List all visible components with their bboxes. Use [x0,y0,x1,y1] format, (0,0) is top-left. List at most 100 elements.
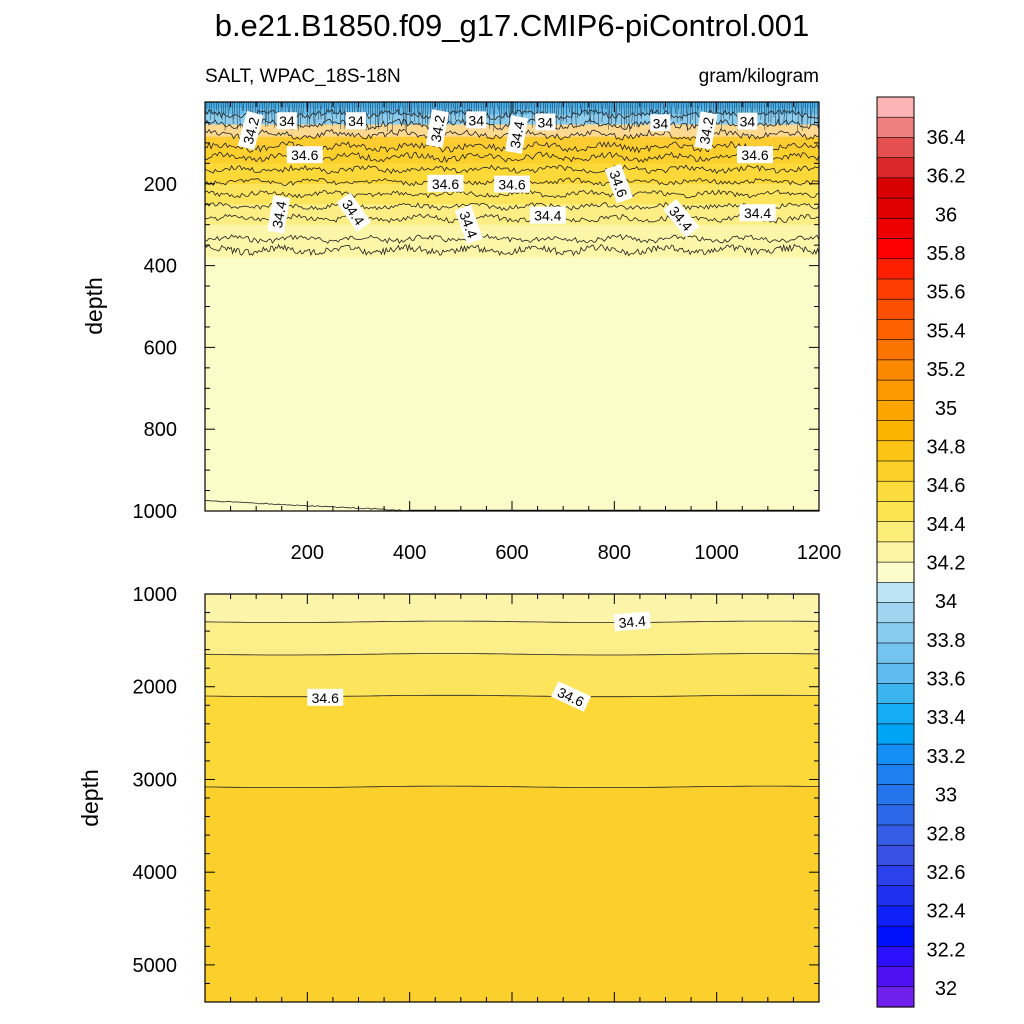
contour-label: 34.6 [286,146,323,164]
contour-label: 34 [535,113,556,131]
upper-contour-striation [816,102,819,128]
contour-label-text: 34.6 [312,690,339,706]
upper-contour-striation [801,102,804,125]
upper-contour-striation [811,102,813,119]
colorbar-swatch [876,622,915,644]
upper-contour-striation [670,102,673,120]
x-tick-label: 200 [291,542,324,564]
colorbar-swatch [876,804,915,826]
lower-fill-band [205,696,819,787]
upper-contour-striation [319,102,322,120]
upper-contour-striation [623,102,626,129]
colorbar-swatch [876,319,915,341]
contour-label-bg [267,195,291,234]
upper-contour-striation [317,102,319,121]
colorbar-swatch [876,501,915,523]
contour-label: 34.4 [454,204,484,245]
upper-contour-striation [392,102,394,132]
contour-label-bg [427,174,464,192]
colorbar-label: 36.4 [927,127,966,149]
contour-label-bg [737,146,774,164]
upper-contour-striation [438,102,440,112]
contour-label-bg [336,192,372,232]
contour-label-bg [345,112,366,130]
upper-contour-striation [648,102,651,117]
colorbar-label: 36 [935,204,957,226]
upper-contour-striation [586,102,588,113]
upper-contour-striation [560,102,562,127]
contour-label: 34.6 [307,688,344,706]
upper-contour-line [205,213,819,224]
colorbar-swatch [876,197,915,219]
contour-label-text: 34.4 [618,613,647,631]
colorbar-swatch [876,339,915,361]
upper-contour-striation [492,102,494,119]
upper-contour-striation [493,102,496,132]
upper-contour-striation [328,102,330,113]
contour-label-text: 34.4 [507,120,528,150]
upper-fill [205,102,819,511]
upper-contour-striation [731,102,733,125]
upper-contour-striation [508,102,510,128]
upper-contour-striation [618,102,620,112]
upper-left-label: SALT, WPAC_18S-18N [205,66,401,87]
colorbar-label: 35.8 [927,243,966,265]
colorbar-swatch [876,379,915,401]
upper-contour-striation [764,102,766,131]
upper-contour-striation [217,102,219,117]
contour-label: 34 [737,112,758,130]
upper-contour-striation [210,102,212,120]
contour-label-bg [650,114,671,132]
colorbar-swatch [876,582,915,604]
upper-contour-striation [500,102,503,125]
upper-contour-striation [720,102,722,130]
upper-ticks: 200 400 600 800 1000 1200 200 400 600 800 1000 [133,102,841,564]
contour-label-text: 34 [537,114,553,130]
y-tick-label: 1000 [133,501,178,523]
upper-contour-striation [631,102,634,123]
y-tick-label: 4000 [133,862,178,884]
upper-contour-striation [531,102,533,128]
contour-label-bg [604,163,634,204]
upper-contour-striation [767,102,770,123]
colorbar-swatch [876,723,915,745]
colorbar-labels: 36.4 36.2 36 35.8 35.6 35.4 35.2 35 34.8 34.6 34.4… [927,127,966,1000]
y-tick-label: 1000 [133,584,178,606]
upper-contour-striation [338,102,341,111]
upper-contour-striation [309,102,311,129]
colorbar-label: 34.4 [927,514,966,536]
colorbar-label: 33.6 [927,669,966,691]
colorbar-label: 32.8 [927,823,966,845]
upper-contour-line [205,243,819,257]
upper-contour-striation [422,102,424,127]
colorbar [876,96,915,1008]
colorbar-label: 35.4 [927,320,966,342]
contour-label-text: 34.2 [696,116,717,146]
colorbar-label: 32.6 [927,862,966,884]
contour-label: 34.6 [737,146,774,164]
x-tick-label: 1000 [694,542,739,564]
contour-label-text: 34.4 [534,208,561,224]
upper-contour-striation [783,102,786,123]
upper-contour-striation [533,102,536,127]
upper-contour-striation [806,102,809,126]
upper-contour-striation [524,102,527,115]
upper-contour-striation [509,102,512,119]
colorbar-swatch [876,96,915,118]
contour-label: 34 [276,112,297,130]
contour-label-bg [737,112,758,130]
upper-contour-striation [228,102,231,111]
upper-panel: SALT, WPAC_18S-18N gram/kilogram depth 3… [81,66,841,564]
upper-contour-striation [416,102,419,114]
upper-contour-striation [760,102,763,120]
upper-contour-striation [636,102,638,128]
colorbar-swatch [876,642,915,664]
colorbar-label: 35.6 [927,282,966,304]
upper-contour-striation [233,102,235,120]
upper-contour-striation [722,102,724,119]
upper-contour-striation [264,102,266,128]
contour-label-text: 34.4 [744,205,771,221]
contour-label: 34.2 [425,109,449,148]
upper-contour-striation [786,102,788,126]
